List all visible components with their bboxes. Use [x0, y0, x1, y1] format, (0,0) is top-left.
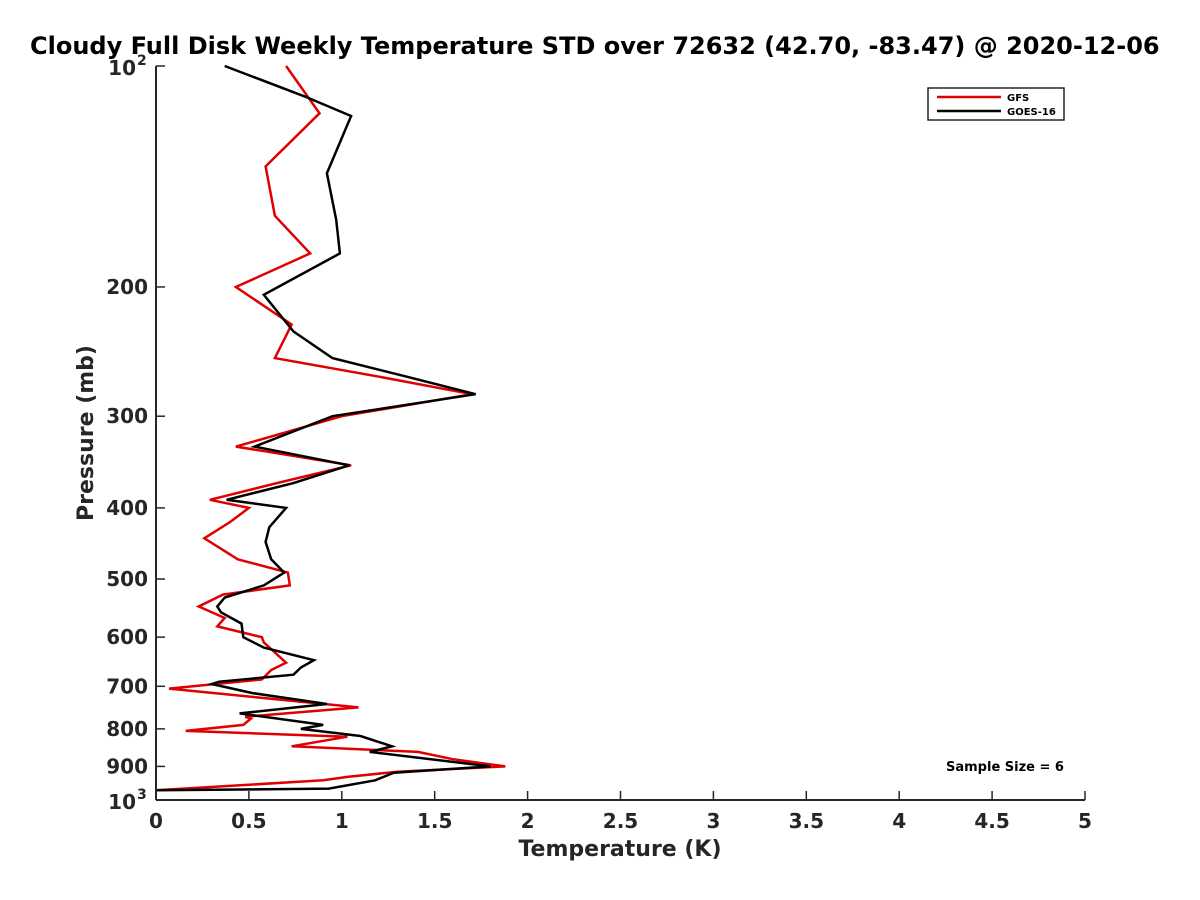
x-tick-label: 2 [521, 809, 535, 833]
x-tick-label: 1 [335, 809, 349, 833]
y-tick-exponent: 3 [137, 787, 147, 803]
chart-title: Cloudy Full Disk Weekly Temperature STD … [30, 32, 1160, 60]
series-line-goes16 [155, 64, 491, 792]
x-tick-label: 3.5 [789, 809, 824, 833]
plot-area [156, 66, 1085, 800]
legend-label-gfs: GFS [1007, 93, 1029, 104]
x-tick-label: 4 [892, 809, 906, 833]
y-tick-label: 700 [106, 674, 148, 698]
legend-label-goes16: GOES-16 [1007, 107, 1056, 118]
y-tick-label: 800 [106, 717, 148, 741]
y-tick-label: 500 [106, 567, 148, 591]
legend: GFS GOES-16 [927, 87, 1065, 121]
series-line-gfs [155, 65, 506, 792]
y-axis-label: Pressure (mb) [74, 345, 99, 521]
y-tick-label: 600 [106, 625, 148, 649]
x-tick-label: 5 [1078, 809, 1092, 833]
sample-size-annotation: Sample Size = 6 [946, 760, 1064, 775]
x-tick-label: 0.5 [231, 809, 266, 833]
y-tick-label: 10 [108, 790, 136, 814]
x-tick-label: 4.5 [974, 809, 1009, 833]
y-tick-label: 300 [106, 404, 148, 428]
y-tick-label: 10 [108, 56, 136, 80]
x-tick-label: 1.5 [417, 809, 452, 833]
series-layer [155, 64, 506, 792]
legend-box [927, 87, 1065, 121]
x-tick-label: 0 [149, 809, 163, 833]
y-tick-label: 900 [106, 754, 148, 778]
x-axis-ticks: 0 0.5 1 1.5 2 2.5 3 3.5 4 4.5 5 [149, 791, 1092, 833]
y-tick-label: 400 [106, 496, 148, 520]
x-axis-label: Temperature (K) [518, 837, 721, 862]
y-tick-label: 200 [106, 275, 148, 299]
x-tick-label: 3 [706, 809, 720, 833]
x-tick-label: 2.5 [603, 809, 638, 833]
y-tick-exponent: 2 [137, 53, 147, 69]
